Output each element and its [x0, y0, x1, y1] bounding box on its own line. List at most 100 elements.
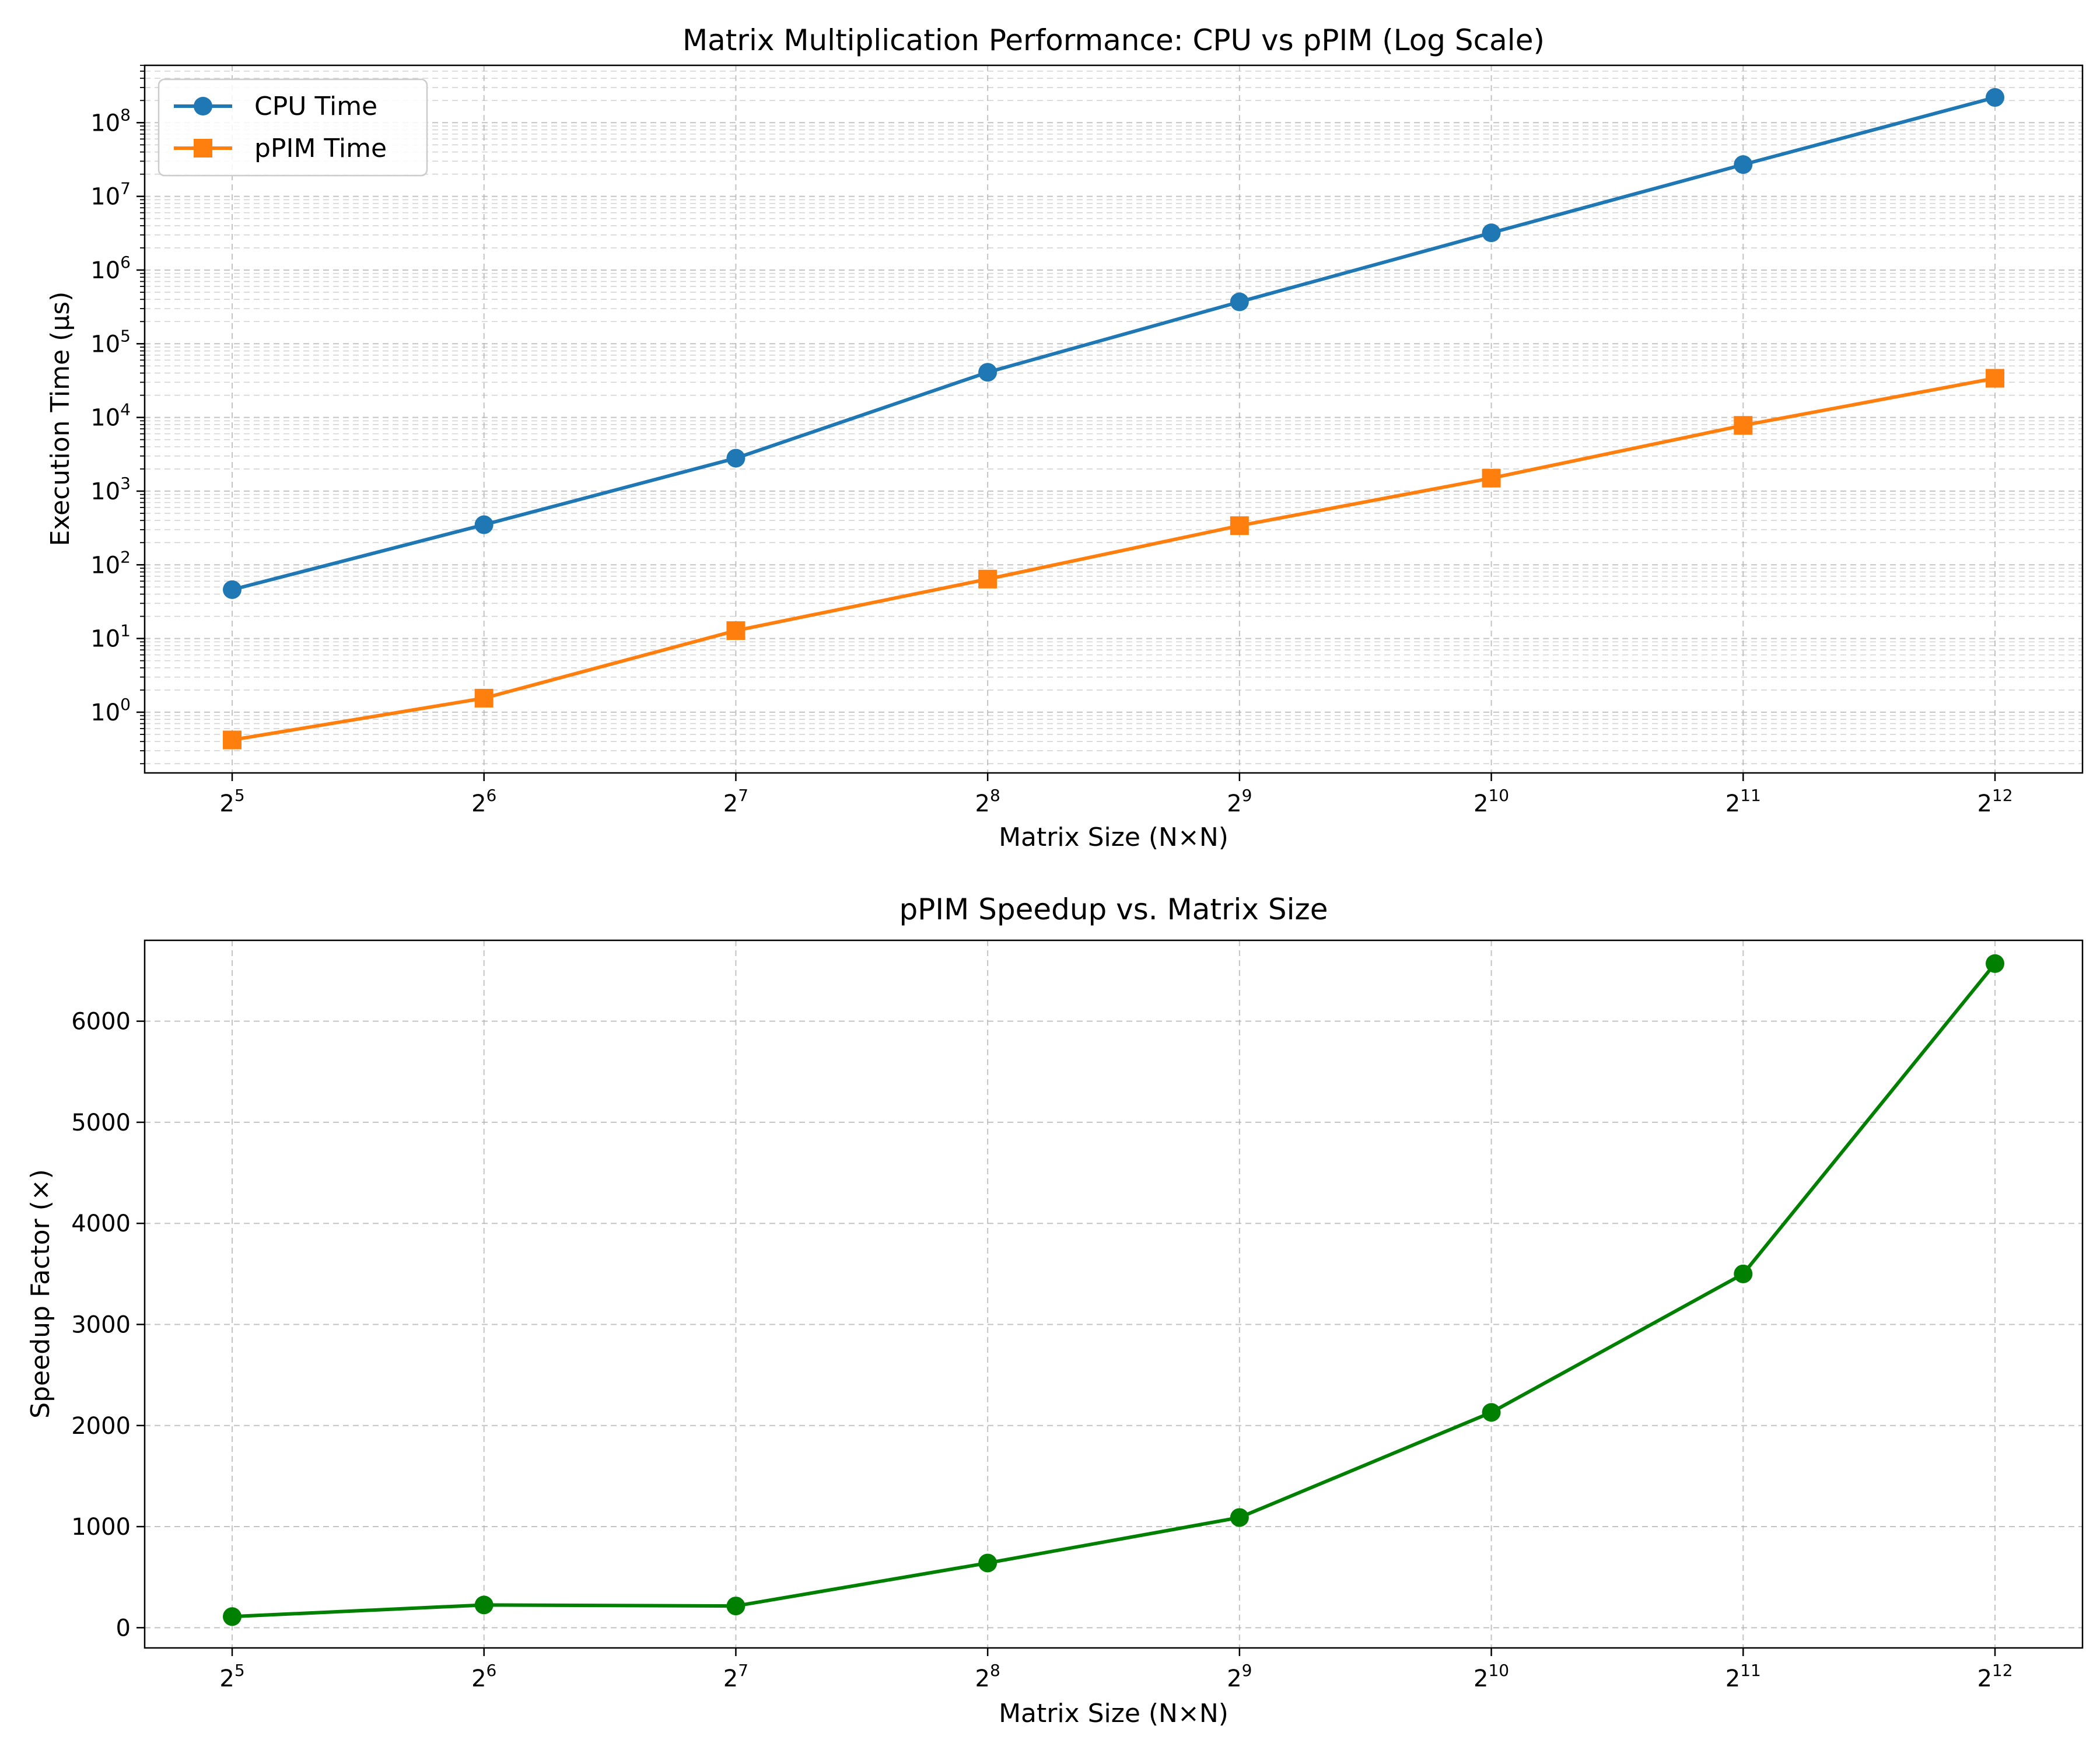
top-y-tick-label-exponent: 2: [120, 547, 131, 566]
data-point-cpu: [1482, 223, 1501, 243]
data-point-speedup: [978, 1553, 998, 1573]
bottom-x-tick-label-base: 2: [1726, 1665, 1740, 1692]
top-y-tick-label-base: 10: [90, 110, 120, 136]
data-point-speedup: [474, 1595, 494, 1615]
top-y-tick-label: 108: [90, 105, 131, 136]
top-y-tick-label-base: 10: [90, 257, 120, 284]
data-point-cpu: [978, 363, 998, 382]
top-x-tick-label: 210: [1474, 786, 1509, 817]
top-y-tick-label-base: 10: [90, 405, 120, 432]
bottom-y-tick-label: 5000: [71, 1110, 131, 1136]
series-line-speedup: [232, 962, 1997, 1619]
bottom-x-tick-label-exponent: 10: [1488, 1661, 1509, 1680]
legend-label-cpu: CPU Time: [254, 92, 377, 121]
bottom-y-tick-label: 1000: [71, 1514, 131, 1541]
data-point-ppim: [1482, 468, 1501, 488]
speedup-chart: 25 26 27 28 29 210 211 212010002000300040005000…: [26, 892, 2084, 1728]
top-x-tick-label-base: 2: [1726, 790, 1740, 817]
top-x-tick-label-base: 2: [723, 790, 738, 817]
top-y-tick-label-exponent: 7: [120, 179, 131, 198]
bottom-x-tick-label-base: 2: [219, 1665, 234, 1692]
data-point-cpu: [1986, 88, 2004, 107]
top-y-tick-label-base: 10: [90, 478, 120, 505]
legend-entry-ppim: pPIM Time: [174, 134, 387, 163]
top-y-tick-label: 104: [90, 400, 131, 432]
bottom-x-tick-label-exponent: 9: [1242, 1661, 1252, 1680]
data-point-speedup: [726, 1597, 746, 1616]
bottom-y-tick-label: 3000: [71, 1311, 131, 1338]
top-x-tick-label-base: 2: [471, 790, 486, 817]
top-x-tick-label-base: 2: [219, 790, 234, 817]
top-y-tick-label-exponent: 3: [120, 474, 131, 493]
data-point-ppim: [474, 688, 494, 708]
bottom-x-tick-label-base: 2: [471, 1665, 486, 1692]
bottom-grid: [145, 940, 2082, 1648]
data-point-ppim: [223, 730, 242, 750]
data-point-ppim: [1986, 369, 2004, 388]
bottom-x-tick-label: 211: [1726, 1661, 1761, 1692]
top-y-tick-label-exponent: 6: [120, 253, 131, 272]
data-point-ppim: [1230, 516, 1249, 536]
bottom-x-tick-label: 210: [1474, 1661, 1509, 1692]
bottom-x-tick-label-base: 2: [975, 1665, 990, 1692]
top-x-tick-label: 26: [471, 786, 496, 817]
top-plot-frame: [144, 64, 2084, 774]
data-point-ppim: [978, 569, 998, 589]
top-y-tick-label: 105: [90, 326, 131, 358]
bottom-y-tick-label: 4000: [71, 1210, 131, 1237]
bottom-x-tick-label: 25: [219, 1661, 244, 1692]
top-y-tick-label: 103: [90, 474, 131, 505]
top-y-tick-label: 100: [90, 695, 131, 726]
top-y-tick-label-base: 10: [90, 331, 120, 358]
legend-marker-cpu: [194, 97, 212, 116]
bottom-y-tick-label: 2000: [71, 1413, 131, 1440]
bottom-x-tick-label: 29: [1227, 1661, 1252, 1692]
top-y-tick-label-base: 10: [90, 699, 120, 726]
top-x-tick-label-exponent: 10: [1488, 786, 1509, 805]
bottom-x-tick-label: 212: [1977, 1661, 2013, 1692]
bottom-y-tick-label: 0: [116, 1615, 131, 1642]
data-point-speedup: [1230, 1508, 1249, 1527]
data-point-cpu: [1734, 155, 1753, 174]
data-point-cpu: [474, 515, 494, 534]
top-y-tick-label-exponent: 1: [120, 621, 131, 640]
data-point-speedup: [223, 1607, 242, 1626]
legend-label-ppim: pPIM Time: [254, 134, 387, 163]
bottom-x-tick-label: 27: [723, 1661, 748, 1692]
top-x-tick-label-exponent: 9: [1242, 786, 1252, 805]
bottom-x-tick-label-base: 2: [1227, 1665, 1241, 1692]
bottom-series-layer: [223, 954, 2004, 1626]
data-point-cpu: [726, 449, 746, 468]
top-x-tick-label-base: 2: [1977, 790, 1992, 817]
bottom-x-tick-label-base: 2: [723, 1665, 738, 1692]
top-grid: [145, 65, 2082, 773]
bottom-x-tick-label-exponent: 7: [738, 1661, 748, 1680]
top-x-tick-label: 27: [723, 786, 748, 817]
top-x-tick-label: 211: [1726, 786, 1761, 817]
top-y-tick-label: 101: [90, 621, 131, 653]
top-y-tick-label-base: 10: [90, 184, 120, 211]
top-y-tick-label-base: 10: [90, 626, 120, 653]
bottom-x-tick-label-exponent: 6: [487, 1661, 497, 1680]
top-y-axis-label: Execution Time (μs): [46, 292, 75, 547]
top-ticks: 25 26 27 28 29 210 211 212100101102103104105106…: [90, 65, 2013, 817]
top-x-tick-label-exponent: 8: [990, 786, 1000, 805]
series-line-ppim: [232, 376, 1996, 742]
data-point-ppim: [726, 621, 746, 640]
bottom-x-tick-label-base: 2: [1474, 1665, 1488, 1692]
top-x-tick-label-exponent: 7: [738, 786, 748, 805]
legend-marker-ppim: [194, 139, 212, 158]
execution-time-chart: 25 26 27 28 29 210 211 212100101102103104105106…: [46, 23, 2084, 852]
top-x-tick-label-base: 2: [1227, 790, 1241, 817]
bottom-y-axis-label: Speedup Factor (×): [26, 1169, 55, 1419]
bottom-y-tick-label: 6000: [71, 1009, 131, 1035]
bottom-x-tick-label: 28: [975, 1661, 1000, 1692]
top-x-tick-label: 28: [975, 786, 1000, 817]
series-line-cpu: [232, 96, 1996, 592]
bottom-plot-frame: [144, 939, 2084, 1649]
top-x-tick-label-exponent: 5: [235, 786, 245, 805]
top-y-tick-label: 107: [90, 179, 131, 211]
bottom-x-tick-label: 26: [471, 1661, 496, 1692]
